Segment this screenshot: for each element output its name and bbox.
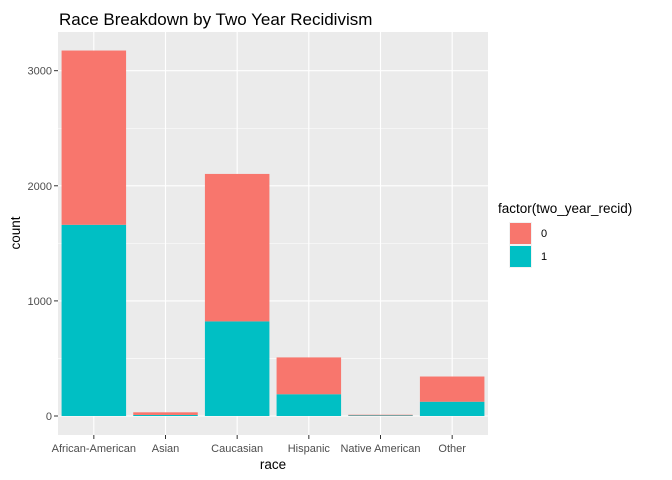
legend-swatch — [510, 223, 531, 244]
bar-segment — [61, 224, 127, 416]
legend-label: 0 — [541, 228, 547, 240]
bar-segment — [348, 414, 413, 416]
x-tick-label: Caucasian — [211, 443, 263, 455]
legend-label: 1 — [541, 251, 547, 263]
y-tick-label: 1000 — [28, 296, 52, 308]
bar-segment — [61, 50, 127, 225]
x-axis-title: race — [260, 457, 286, 472]
legend-title: factor(two_year_recid) — [498, 201, 632, 216]
bar-segment — [348, 415, 413, 416]
bar-segment — [419, 401, 485, 416]
bar-segment — [419, 376, 485, 402]
bar-segment — [276, 394, 342, 416]
bars — [61, 50, 485, 416]
y-tick-label: 3000 — [28, 66, 52, 78]
bar-segment — [276, 357, 342, 395]
chart-title: Race Breakdown by Two Year Recidivism — [59, 10, 372, 29]
legend: factor(two_year_recid) 0 1 — [498, 201, 632, 268]
y-tick-label: 0 — [46, 411, 52, 423]
plot-panel — [58, 32, 488, 435]
bar-segment — [133, 412, 198, 415]
x-tick-label: Other — [438, 443, 466, 455]
bar-segment — [204, 173, 270, 322]
y-axis: 0 1000 2000 3000 — [28, 66, 58, 423]
y-tick-label: 2000 — [28, 181, 52, 193]
y-axis-title: count — [8, 216, 23, 249]
bar-segment — [133, 414, 198, 416]
x-tick-label: Hispanic — [288, 443, 331, 455]
x-tick-label: Asian — [152, 443, 180, 455]
x-tick-label: Native American — [340, 443, 420, 455]
x-axis: African-American Asian Caucasian Hispanic Na… — [52, 435, 466, 455]
bar-segment — [204, 321, 270, 416]
x-tick-label: African-American — [52, 443, 136, 455]
legend-swatch — [510, 246, 531, 267]
